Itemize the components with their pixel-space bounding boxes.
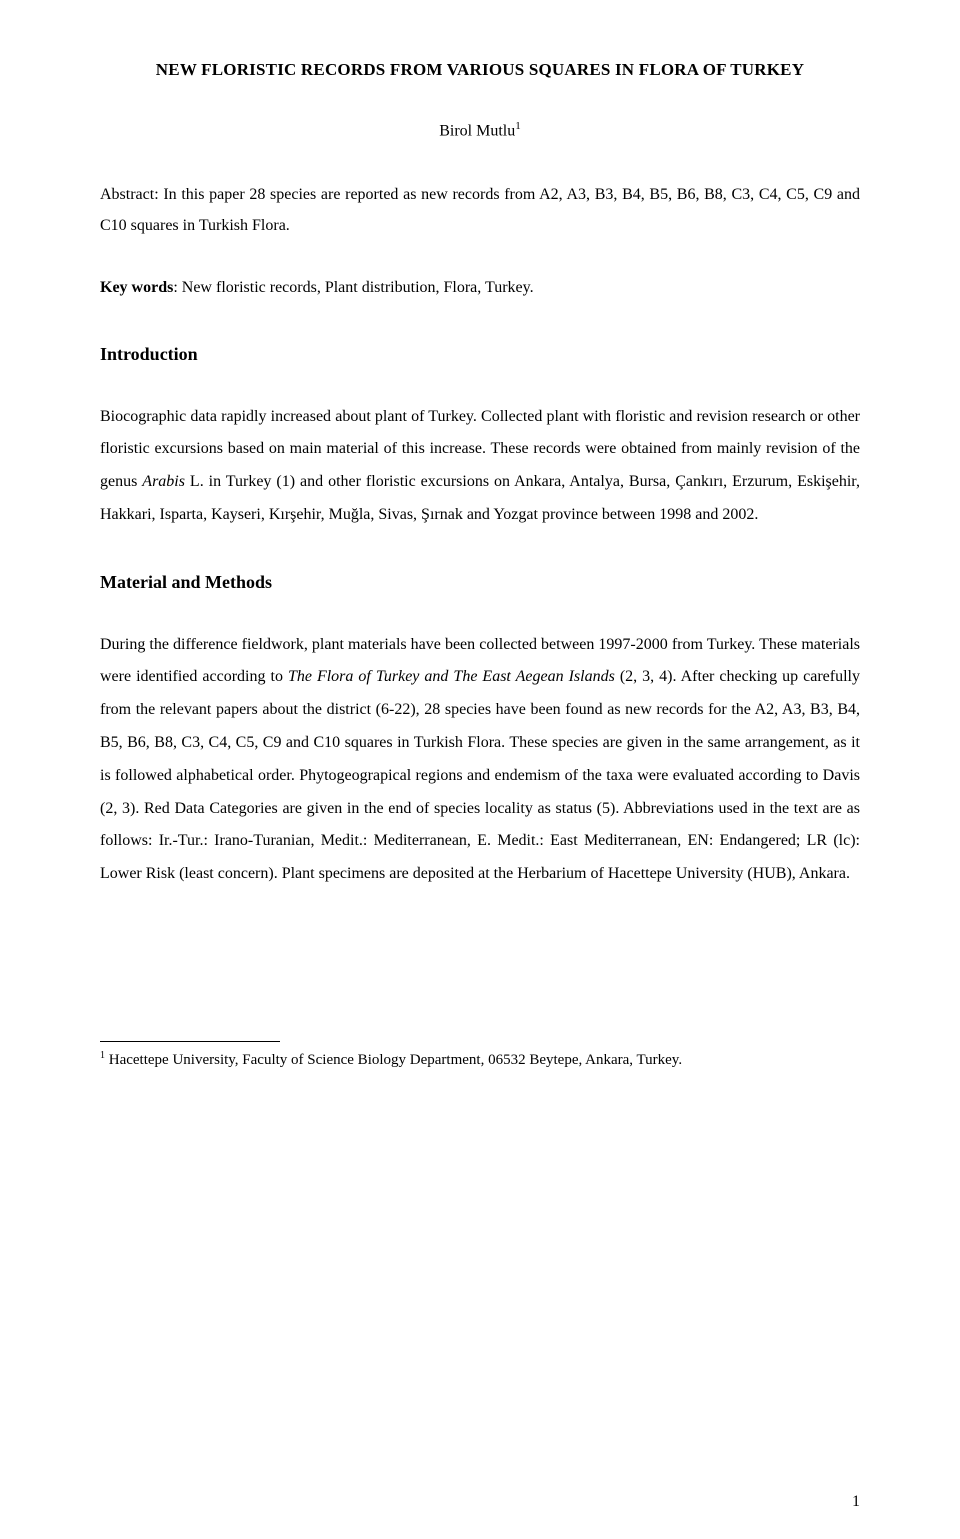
abstract-block: Abstract: In this paper 28 species are r…: [100, 180, 860, 241]
keywords-text: : New floristic records, Plant distribut…: [173, 279, 533, 296]
abstract-text: In this paper 28 species are reported as…: [100, 186, 860, 233]
author-name: Birol Mutlu: [439, 122, 515, 139]
intro-text-post: L. in Turkey (1) and other floristic exc…: [100, 473, 860, 523]
footnote-line: 1 Hacettepe University, Faculty of Scien…: [100, 1048, 860, 1072]
methods-text-post: (2, 3, 4). After checking up carefully f…: [100, 668, 860, 882]
author-line: Birol Mutlu1: [100, 120, 860, 140]
author-affiliation-marker: 1: [515, 120, 521, 132]
footnote-separator: [100, 1041, 280, 1042]
genus-name-italic: Arabis: [142, 473, 185, 490]
methods-paragraph: During the difference fieldwork, plant m…: [100, 629, 860, 891]
footnote-text: Hacettepe University, Faculty of Science…: [105, 1052, 682, 1068]
methods-heading: Material and Methods: [100, 572, 860, 593]
flora-title-italic: The Flora of Turkey and The East Aegean …: [288, 668, 615, 685]
page-number: 1: [852, 1493, 860, 1511]
abstract-label: Abstract:: [100, 186, 159, 203]
paper-title: NEW FLORISTIC RECORDS FROM VARIOUS SQUAR…: [100, 60, 860, 80]
introduction-heading: Introduction: [100, 344, 860, 365]
keywords-label: Key words: [100, 279, 173, 296]
keywords-block: Key words: New floristic records, Plant …: [100, 273, 860, 303]
introduction-paragraph: Biocographic data rapidly increased abou…: [100, 401, 860, 532]
